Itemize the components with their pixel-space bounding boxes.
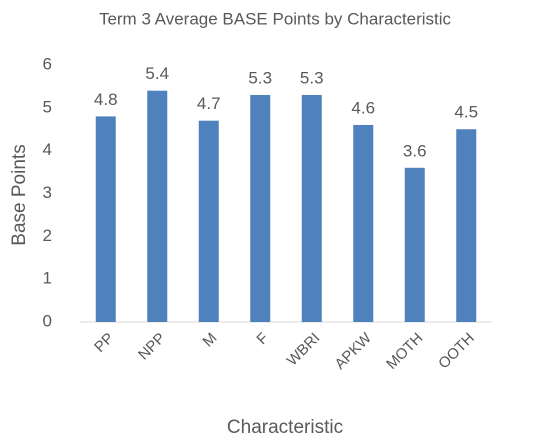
y-tick-label: 3 xyxy=(43,183,52,202)
y-tick-label: 5 xyxy=(43,97,52,116)
data-label: 4.8 xyxy=(94,90,118,109)
y-tick-label: 2 xyxy=(43,226,52,245)
bar xyxy=(147,90,168,322)
data-label: 5.3 xyxy=(300,68,324,87)
bar xyxy=(353,124,374,322)
x-axis-label: Characteristic xyxy=(227,417,343,438)
x-tick-label: OOTH xyxy=(435,330,478,373)
data-label: 4.6 xyxy=(351,98,375,117)
chart-title: Term 3 Average BASE Points by Characteri… xyxy=(99,9,452,28)
bar xyxy=(301,94,322,322)
x-tick-label: F xyxy=(253,330,272,349)
x-tick-label: APKW xyxy=(332,329,376,373)
y-axis-label: Base Points xyxy=(9,144,30,245)
bar xyxy=(95,116,116,323)
x-tick-label: NPP xyxy=(135,330,169,364)
bar xyxy=(198,120,219,322)
data-label: 5.4 xyxy=(145,64,169,83)
y-tick-label: 4 xyxy=(43,140,52,159)
bar xyxy=(456,129,477,322)
bar xyxy=(404,167,425,322)
x-tick-label: MOTH xyxy=(383,330,426,373)
x-tick-label: WBRI xyxy=(284,330,324,370)
x-tick-label: M xyxy=(200,330,221,351)
y-tick-label: 0 xyxy=(43,311,52,330)
data-label: 3.6 xyxy=(403,141,427,160)
y-tick-label: 1 xyxy=(43,269,52,288)
y-tick-label: 6 xyxy=(43,54,52,73)
data-label: 5.3 xyxy=(248,68,272,87)
data-label: 4.5 xyxy=(454,103,478,122)
data-label: 4.7 xyxy=(197,94,221,113)
bar xyxy=(250,94,271,322)
x-tick-label: PP xyxy=(91,330,117,356)
